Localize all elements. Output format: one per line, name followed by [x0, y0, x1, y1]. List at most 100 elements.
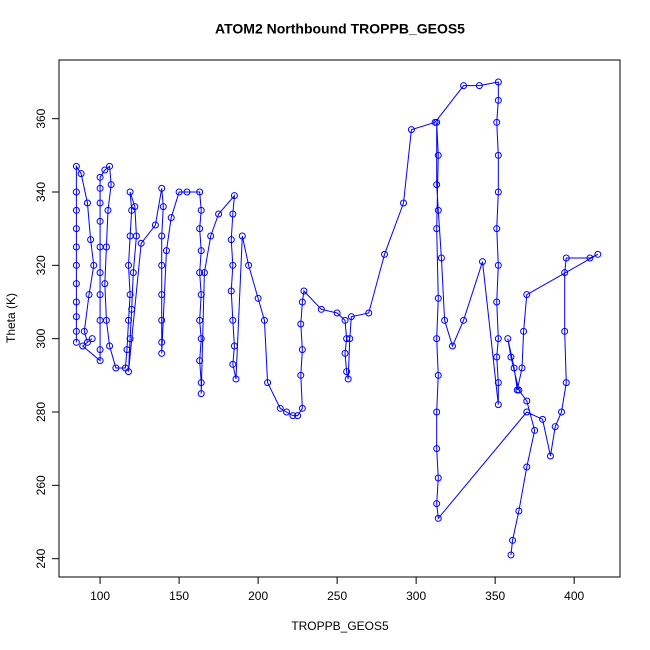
point	[433, 335, 441, 343]
point	[531, 426, 539, 434]
point	[72, 261, 80, 269]
point	[96, 346, 104, 354]
point	[196, 269, 204, 277]
point	[77, 170, 85, 178]
x-tick-label: 400	[564, 589, 584, 603]
point	[562, 254, 570, 262]
y-tick-label: 260	[34, 475, 48, 495]
point	[102, 243, 110, 251]
point	[460, 316, 468, 324]
point	[298, 404, 306, 412]
point	[72, 206, 80, 214]
point	[254, 294, 262, 302]
point	[558, 408, 566, 416]
point	[260, 316, 268, 324]
point	[494, 379, 502, 387]
y-tick-label: 240	[34, 548, 48, 568]
point	[433, 500, 441, 508]
point	[215, 210, 223, 218]
point	[494, 261, 502, 269]
point	[494, 188, 502, 196]
point	[494, 335, 502, 343]
point	[96, 291, 104, 299]
point	[561, 327, 569, 335]
point	[72, 162, 80, 170]
series-line	[75, 81, 599, 556]
point	[88, 335, 96, 343]
point	[167, 214, 175, 222]
point	[448, 342, 456, 350]
point	[504, 335, 512, 343]
point	[72, 243, 80, 251]
point	[125, 368, 133, 376]
point	[196, 316, 204, 324]
x-axis-label: TROPPB_GEOS5	[291, 619, 389, 633]
point	[126, 188, 134, 196]
point	[594, 250, 602, 258]
point	[298, 346, 306, 354]
point	[546, 452, 554, 460]
point	[96, 184, 104, 192]
y-tick-label: 300	[34, 328, 48, 348]
point	[341, 349, 349, 357]
point	[126, 291, 134, 299]
point	[493, 298, 501, 306]
point	[197, 206, 205, 214]
point	[523, 408, 531, 416]
point	[441, 316, 449, 324]
point	[539, 415, 547, 423]
point	[175, 188, 183, 196]
point	[87, 236, 95, 244]
point	[433, 408, 441, 416]
point	[434, 514, 442, 522]
point	[196, 225, 204, 233]
point	[515, 386, 523, 394]
point	[197, 335, 205, 343]
point	[434, 294, 442, 302]
point	[197, 390, 205, 398]
point	[207, 232, 215, 240]
point	[515, 507, 523, 515]
point	[125, 261, 133, 269]
point	[90, 261, 98, 269]
point	[132, 232, 140, 240]
point	[494, 78, 502, 86]
point	[493, 118, 501, 126]
point	[107, 181, 115, 189]
point	[227, 287, 235, 295]
point	[493, 353, 501, 361]
point	[131, 203, 139, 211]
point	[104, 206, 112, 214]
point	[407, 126, 415, 134]
point	[347, 313, 355, 321]
point	[460, 82, 468, 90]
point	[129, 269, 137, 277]
point	[125, 316, 133, 324]
point	[183, 188, 191, 196]
plot-frame	[58, 59, 621, 578]
point	[434, 371, 442, 379]
point	[510, 364, 518, 372]
point	[196, 357, 204, 365]
point	[493, 225, 501, 233]
point	[298, 298, 306, 306]
point	[523, 397, 531, 405]
point	[79, 342, 87, 350]
y-tick-label: 320	[34, 255, 48, 275]
point	[72, 188, 80, 196]
y-tick-label: 360	[34, 108, 48, 128]
point	[197, 379, 205, 387]
point	[317, 305, 325, 313]
point	[494, 401, 502, 409]
point	[229, 360, 237, 368]
x-tick-label: 350	[485, 589, 505, 603]
point	[434, 151, 442, 159]
point	[297, 320, 305, 328]
point	[276, 404, 284, 412]
point	[197, 247, 205, 255]
point	[341, 316, 349, 324]
point	[101, 166, 109, 174]
point	[158, 291, 166, 299]
point	[162, 247, 170, 255]
